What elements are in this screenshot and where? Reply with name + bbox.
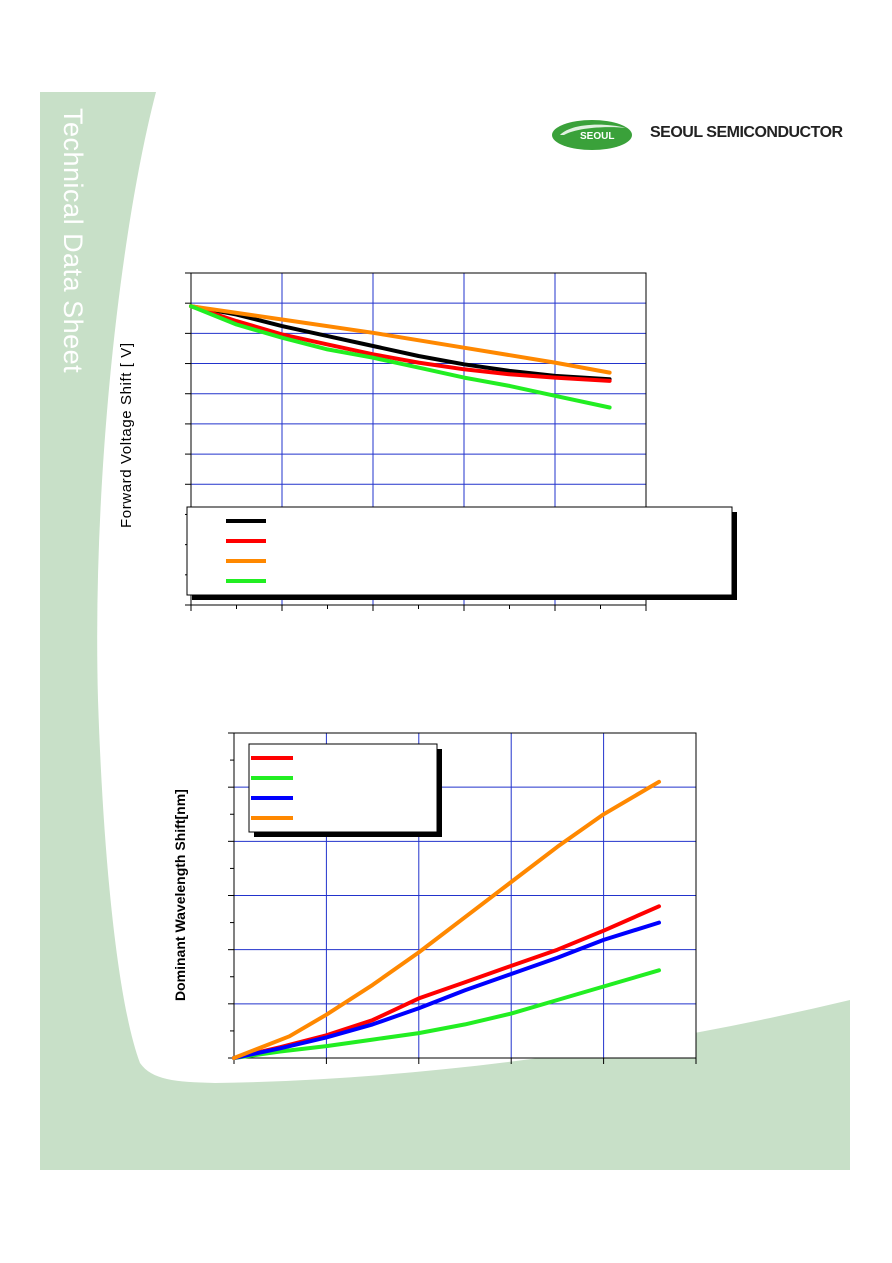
series-line-1 bbox=[189, 304, 612, 383]
green-side-panel bbox=[40, 92, 850, 1170]
seoul-logo-icon: SEOUL bbox=[552, 120, 632, 150]
logo-text: SEOUL bbox=[580, 131, 614, 142]
side-title: Technical Data Sheet bbox=[58, 108, 88, 374]
brand-logo: SEOUL SEOUL SEMICONDUCTOR bbox=[552, 118, 843, 152]
series-line-2 bbox=[189, 304, 612, 375]
series-line-2 bbox=[232, 920, 661, 1060]
series-line-1 bbox=[232, 968, 661, 1060]
series-line-3 bbox=[232, 779, 661, 1060]
legend-box bbox=[186, 506, 733, 596]
brand-text: SEOUL SEMICONDUCTOR bbox=[650, 124, 843, 141]
chart2-ylabel: Dominant Wavelength Shift[nm] bbox=[172, 789, 188, 1001]
series-line-0 bbox=[189, 304, 612, 382]
series-line-3 bbox=[189, 304, 612, 410]
